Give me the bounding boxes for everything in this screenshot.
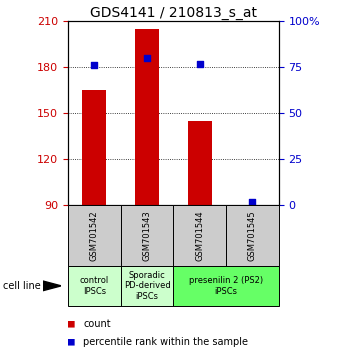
Point <box>250 199 255 205</box>
Bar <box>226 205 279 266</box>
Point <box>197 61 202 67</box>
Text: control
IPSCs: control IPSCs <box>80 276 109 296</box>
Polygon shape <box>42 281 61 291</box>
Text: ■: ■ <box>68 337 75 347</box>
Bar <box>135 29 159 205</box>
Point <box>91 63 97 68</box>
Bar <box>121 266 173 306</box>
Text: GSM701544: GSM701544 <box>195 210 204 261</box>
Bar <box>68 205 121 266</box>
Text: GSM701543: GSM701543 <box>142 210 152 261</box>
Text: percentile rank within the sample: percentile rank within the sample <box>83 337 248 347</box>
Text: Sporadic
PD-derived
iPSCs: Sporadic PD-derived iPSCs <box>124 271 170 301</box>
Text: GSM701545: GSM701545 <box>248 210 257 261</box>
Title: GDS4141 / 210813_s_at: GDS4141 / 210813_s_at <box>90 6 257 20</box>
Bar <box>121 205 173 266</box>
Text: presenilin 2 (PS2)
iPSCs: presenilin 2 (PS2) iPSCs <box>189 276 263 296</box>
Text: count: count <box>83 319 111 329</box>
Bar <box>188 121 211 205</box>
Bar <box>68 266 121 306</box>
Bar <box>83 90 106 205</box>
Text: ■: ■ <box>68 319 75 329</box>
Point <box>144 55 150 61</box>
Bar <box>173 205 226 266</box>
Bar <box>173 266 279 306</box>
Text: GSM701542: GSM701542 <box>90 210 99 261</box>
Text: cell line: cell line <box>3 281 41 291</box>
